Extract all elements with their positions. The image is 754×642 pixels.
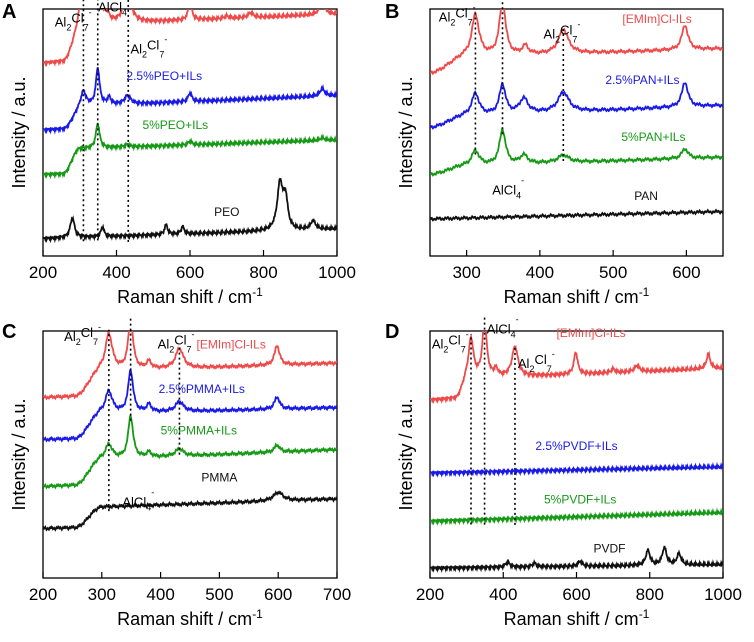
x-tick-label: 300 [88,585,116,604]
series-label: PAN [634,189,658,203]
peak-annotation: Al2Cl7- [432,329,469,354]
series-line [430,208,723,222]
x-tick-label: 600 [562,585,590,604]
panel-d: D 200 400 600 800 1000 Raman shift / cm-1 Inten… [385,314,742,629]
x-axis-title: Raman shift / cm-1 [504,607,650,629]
x-tick-label: 200 [29,585,57,604]
series-line [43,413,337,490]
x-tick-label: 600 [264,585,292,604]
series-label: PMMA [201,471,237,485]
peak-annotation: Al2Cl7- [158,329,195,354]
series-line [430,331,723,405]
x-tick-label: 1000 [318,263,356,282]
series-label: [EMIm]Cl-ILs [556,326,625,340]
series-label: 2.5%PEO+ILs [126,69,202,83]
y-axis-title: Intensity / a.u. [9,398,29,510]
panel-letter: D [385,321,399,343]
series-label: PVDF [593,542,625,556]
panel-c: C 200 300 400 500 600 700 Raman shift / cm-1 Int… [2,316,351,629]
series-line [430,507,723,527]
x-tick-label: 800 [636,585,664,604]
x-tick-label: 500 [599,263,627,282]
series-label: 5%PVDF+ILs [544,492,616,506]
x-tick-label: 400 [146,585,174,604]
y-axis-title: Intensity / a.u. [396,398,416,510]
series-label: [EMIm]Cl-ILs [622,12,691,26]
x-tick-label: 1000 [704,585,742,604]
x-tick-label: 200 [29,263,57,282]
x-tick-label: 400 [102,263,130,282]
plot-frame [42,330,338,579]
y-axis-title: Intensity / a.u. [9,76,29,188]
panel-b: B 300 400 500 600 Raman shift / cm-1 Intensity… [385,0,724,307]
x-tick-label: 300 [452,263,480,282]
x-tick-label: 200 [416,585,444,604]
plot-frame [42,8,338,257]
peak-annotation: Al2Cl7- [55,7,92,32]
x-tick-label: 400 [489,585,517,604]
series-label: 5%PMMA+ILs [161,423,237,437]
series-label: [EMIm]Cl-ILs [196,337,265,351]
series-line [43,67,337,135]
series-label: 2.5%PMMA+ILs [159,382,245,396]
series-label: 5%PEO+ILs [142,118,208,132]
x-tick-label: 700 [323,585,351,604]
x-tick-label: 600 [672,263,700,282]
peak-annotation: AlCl4- [492,175,524,200]
x-axis-title: Raman shift / cm-1 [117,285,263,307]
series-label: 2.5%PAN+ILs [605,73,679,87]
series-line [430,81,723,130]
series-line [43,490,337,532]
series-line [43,331,337,401]
panel-letter: C [2,321,16,343]
peak-annotation: Al2Cl7- [130,34,167,59]
x-tick-label: 800 [249,263,277,282]
panel-letter: B [385,1,399,23]
peak-annotation: Al2Cl7- [518,349,555,374]
peak-annotation: Al2Cl7- [64,322,101,347]
series-label: 5%PAN+ILs [621,130,685,144]
series-line [43,177,337,244]
series-line [430,127,723,177]
peak-annotation: Al2Cl7- [439,2,476,27]
peak-annotation: AlCl4- [98,0,130,17]
series-line [430,545,723,574]
plot-frame [429,8,724,257]
series-label: 2.5%PVDF+ILs [535,439,617,453]
x-tick-label: 600 [176,263,204,282]
x-axis-title: Raman shift / cm-1 [504,285,650,307]
series-label: PEO [214,205,239,219]
panel-a: A 200 400 600 800 1000 Raman shift / cm-1 Inten… [2,0,356,307]
peak-annotation: AlCl4- [122,487,154,512]
y-axis-title: Intensity / a.u. [396,76,416,188]
series-line [430,9,723,76]
panel-letter: A [2,1,16,23]
peak-annotation: Al2Cl7- [544,20,581,45]
x-tick-label: 400 [526,263,554,282]
series-line [430,461,723,478]
series-line [43,367,337,443]
x-axis-title: Raman shift / cm-1 [117,607,263,629]
series-line [43,9,337,68]
series-line [43,122,337,180]
peak-annotation: AlCl4- [487,314,519,339]
x-tick-label: 500 [205,585,233,604]
